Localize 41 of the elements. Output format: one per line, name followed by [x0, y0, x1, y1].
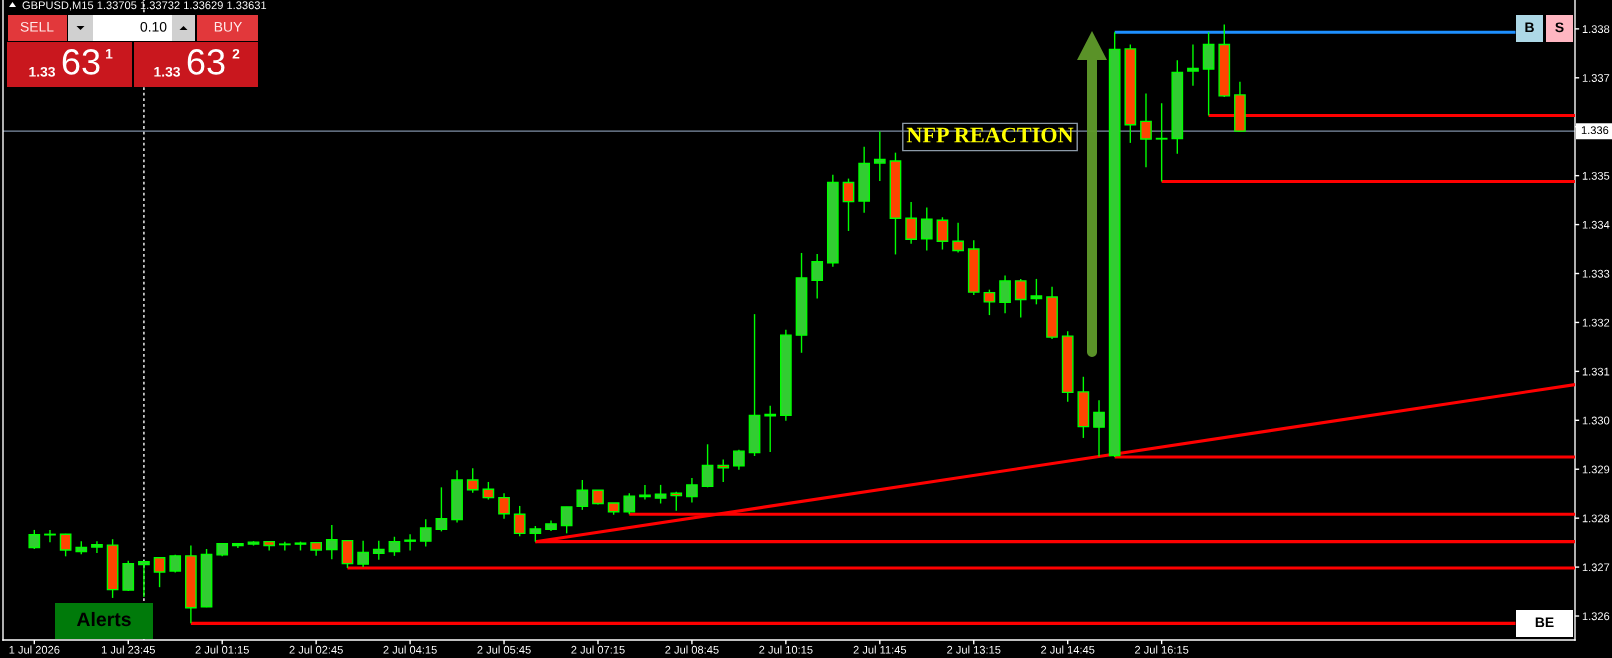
x-tick-label: 1 Jul 23:45: [101, 645, 155, 654]
x-tick-label: 2 Jul 07:15: [571, 645, 625, 654]
annotation: B: [1525, 22, 1534, 33]
annotation: 2: [232, 48, 240, 59]
annotation: BUY: [214, 22, 242, 32]
annotation: NFP REACTION: [906, 127, 1074, 143]
ref-line-label: 1.336: [1581, 126, 1609, 135]
x-tick-label: 2 Jul 08:45: [665, 645, 719, 654]
x-tick-label: 2 Jul 05:45: [477, 645, 531, 654]
y-tick-label: 1.334: [1582, 220, 1610, 229]
x-tick-label: 2 Jul 16:15: [1135, 645, 1189, 654]
y-tick-label: 1.328: [1582, 514, 1610, 523]
annotation: 0.10: [140, 21, 167, 32]
x-tick-label: 2 Jul 02:45: [289, 645, 343, 654]
x-tick-label: 2 Jul 04:15: [383, 645, 437, 654]
y-tick-label: 1.333: [1582, 269, 1610, 278]
annotation: Alerts: [76, 611, 131, 627]
annotation: 63: [187, 49, 225, 75]
chart-title: GBPUSD,M15 1.33705 1.33732 1.33629 1.33631: [22, 1, 267, 11]
annotation: BE: [1535, 617, 1554, 628]
annotation: 1.33: [29, 66, 56, 77]
y-tick-label: 1.327: [1582, 563, 1610, 572]
y-tick-label: 1.338: [1582, 25, 1610, 33]
annotation: S: [1555, 22, 1564, 33]
y-tick-label: 1.330: [1582, 416, 1610, 425]
x-tick-label: 1 Jul 2026: [9, 645, 60, 654]
y-tick-label: 1.335: [1582, 171, 1610, 180]
x-tick-label: 2 Jul 11:45: [853, 645, 907, 654]
y-tick-label: 1.326: [1582, 612, 1610, 621]
x-tick-label: 2 Jul 01:15: [195, 645, 249, 654]
annotation: 1.33: [154, 66, 181, 77]
y-tick-label: 1.337: [1582, 74, 1610, 82]
annotation: SELL: [20, 21, 54, 32]
y-tick-label: 1.332: [1582, 318, 1610, 327]
annotation: 1: [106, 49, 113, 59]
y-tick-label: 1.331: [1582, 367, 1610, 376]
x-tick-label: 2 Jul 10:15: [759, 645, 813, 654]
x-tick-label: 2 Jul 14:45: [1041, 645, 1095, 654]
x-tick-label: 2 Jul 13:15: [947, 645, 1001, 654]
y-tick-label: 1.329: [1582, 465, 1610, 474]
annotation: 63: [62, 49, 100, 75]
